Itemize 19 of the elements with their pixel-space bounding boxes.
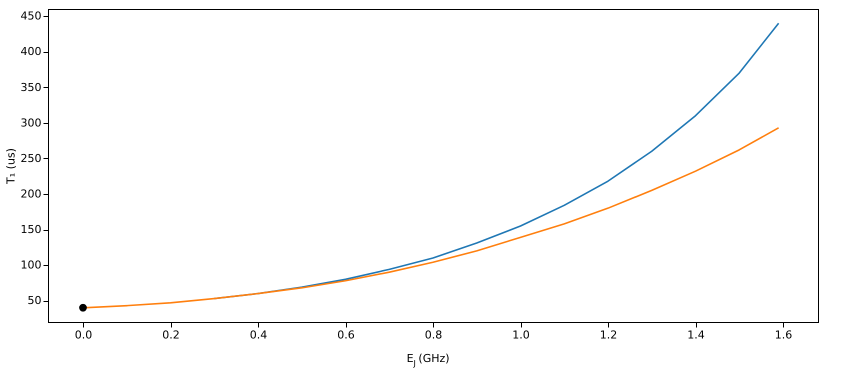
y-tick-label: 200	[20, 187, 42, 200]
y-tick-label: 350	[20, 80, 42, 94]
y-axis-title: T₁ (us)	[4, 148, 18, 185]
y-tick-label: 400	[20, 45, 42, 58]
x-tick-label: 1.0	[512, 328, 530, 342]
y-tick-label: 250	[20, 152, 42, 165]
y-tick-label: 450	[20, 10, 42, 23]
y-tick-label: 100	[20, 258, 42, 272]
x-tick-label: 1.4	[687, 328, 705, 342]
x-tick-label: 1.2	[600, 328, 618, 342]
x-tick-label: 1.6	[774, 328, 792, 342]
y-tick-label: 50	[28, 294, 42, 308]
x-tick-label: 0.2	[162, 328, 180, 342]
x-tick-label: 0.4	[250, 328, 268, 342]
y-tick-label: 150	[20, 223, 42, 236]
x-tick-label: 0.0	[74, 328, 92, 342]
x-tick-label: 0.6	[337, 328, 355, 342]
x-tick-label: 0.8	[424, 328, 442, 342]
y-tick-label: 300	[20, 116, 42, 130]
